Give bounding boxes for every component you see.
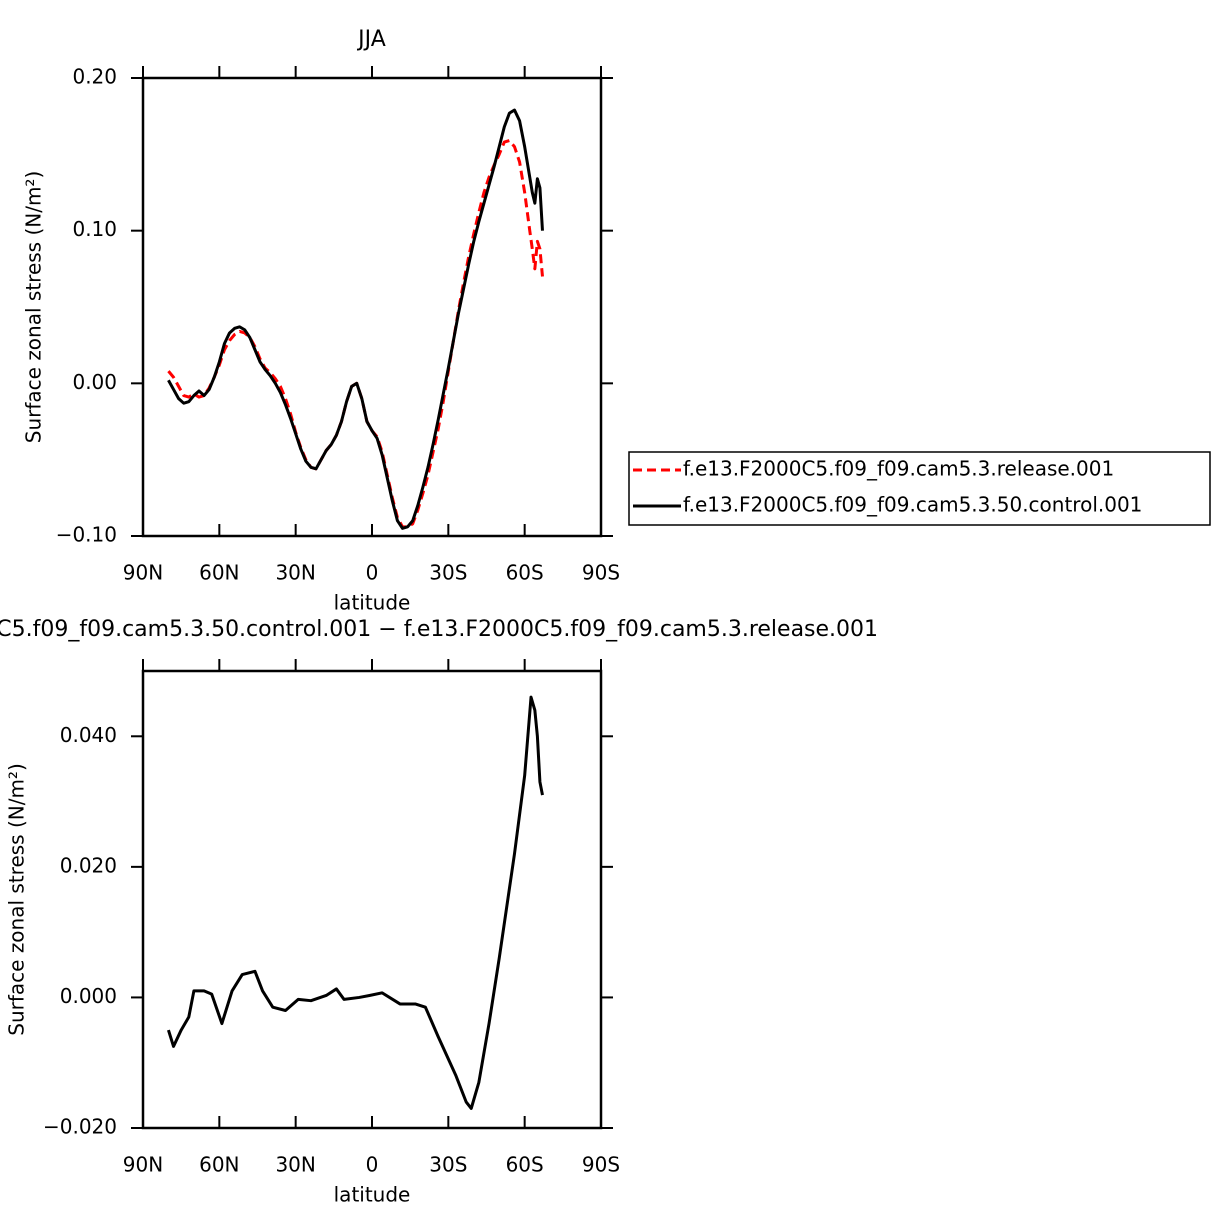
data-line xyxy=(167,695,544,1110)
x-tick-label: 60N xyxy=(199,1153,239,1177)
x-tick-label: 0 xyxy=(366,1153,379,1177)
y-axis-label: Surface zonal stress (N/m²) xyxy=(22,171,46,443)
data-line xyxy=(167,108,544,530)
y-tick-label: 0.00 xyxy=(72,370,117,394)
legend-box xyxy=(628,451,1211,526)
y-axis-label: Surface zonal stress (N/m²) xyxy=(5,763,29,1035)
legend-label: f.e13.F2000C5.f09_f09.cam5.3.release.001 xyxy=(683,457,1114,481)
x-tick-label: 90N xyxy=(123,1153,163,1177)
y-tick-label: 0.000 xyxy=(60,984,117,1008)
x-tick-label: 90N xyxy=(123,561,163,585)
x-axis-label: latitude xyxy=(334,591,411,615)
y-tick-label: 0.10 xyxy=(72,217,117,241)
x-tick-label: 90S xyxy=(582,1153,620,1177)
x-axis-label: latitude xyxy=(334,1183,411,1207)
plot-frame xyxy=(141,669,603,1130)
x-tick-label: 30N xyxy=(275,1153,315,1177)
chart-title: f.e13.F2000C5.f09_f09.cam5.3.50.control.… xyxy=(0,617,878,642)
y-tick-label: 0.020 xyxy=(60,853,117,877)
y-tick-label: 0.20 xyxy=(72,65,117,89)
data-line xyxy=(167,139,544,529)
plot-frame xyxy=(141,76,603,538)
y-tick-label: −0.020 xyxy=(43,1115,117,1139)
legend-label: f.e13.F2000C5.f09_f09.cam5.3.50.control.… xyxy=(683,493,1142,517)
x-tick-label: 60S xyxy=(506,561,544,585)
chart-title: JJA xyxy=(356,27,386,52)
x-tick-label: 90S xyxy=(582,561,620,585)
x-tick-label: 30S xyxy=(429,1153,467,1177)
x-tick-label: 60N xyxy=(199,561,239,585)
y-tick-label: 0.040 xyxy=(60,723,117,747)
x-tick-label: 60S xyxy=(506,1153,544,1177)
x-tick-label: 30N xyxy=(275,561,315,585)
x-tick-label: 0 xyxy=(366,561,379,585)
x-tick-label: 30S xyxy=(429,561,467,585)
y-tick-label: −0.10 xyxy=(56,523,117,547)
